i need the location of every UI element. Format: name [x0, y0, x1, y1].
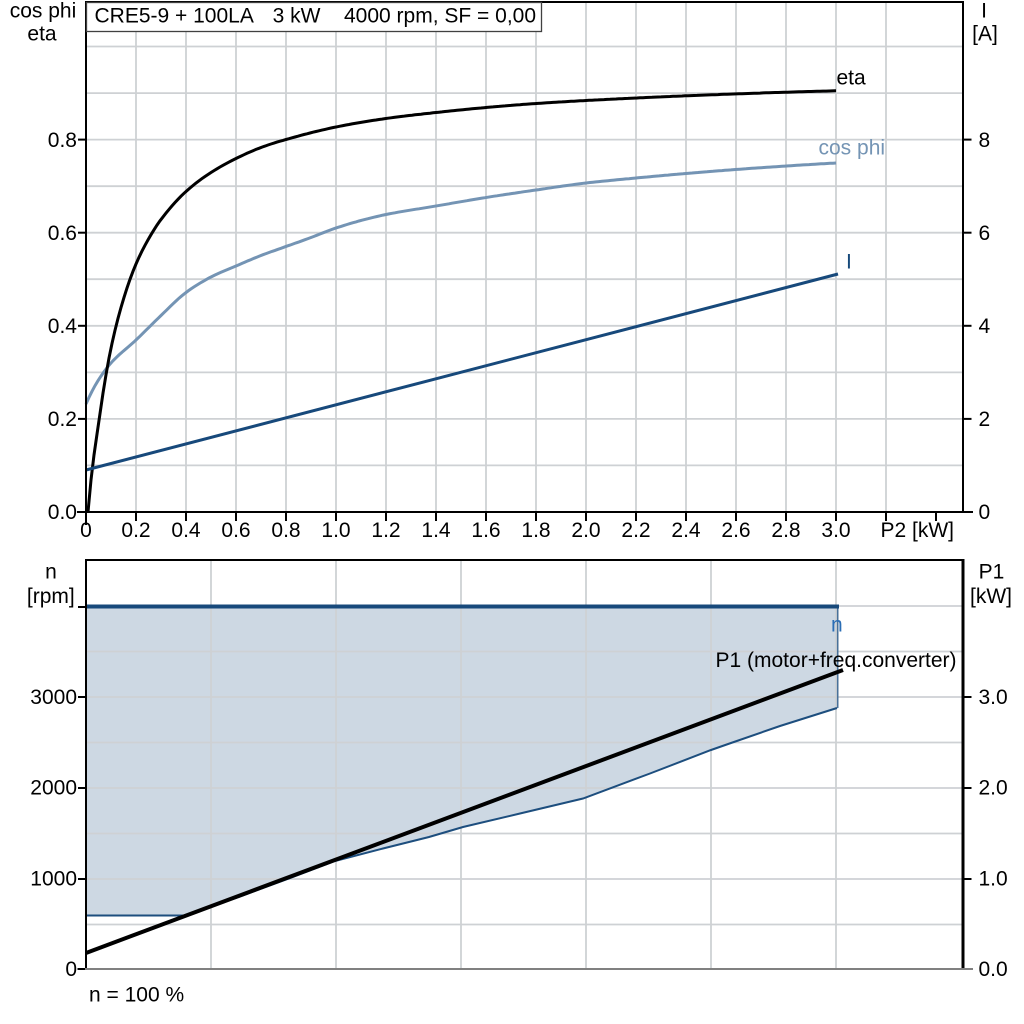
svg-text:I: I [981, 0, 987, 23]
svg-text:0.8: 0.8 [271, 519, 300, 542]
svg-text:1.0: 1.0 [979, 868, 1008, 891]
svg-text:n: n [45, 561, 57, 584]
svg-text:[rpm]: [rpm] [27, 585, 75, 608]
svg-text:P2 [kW]: P2 [kW] [881, 519, 955, 542]
svg-text:6: 6 [979, 222, 991, 245]
svg-text:P1 (motor+freq.converter): P1 (motor+freq.converter) [716, 649, 957, 672]
svg-text:2.0: 2.0 [571, 519, 600, 542]
svg-text:0.4: 0.4 [48, 315, 78, 338]
svg-text:n = 100 %: n = 100 % [89, 984, 184, 1007]
svg-text:8: 8 [979, 129, 991, 152]
svg-text:2.0: 2.0 [979, 777, 1008, 800]
svg-text:[kW]: [kW] [970, 585, 1012, 608]
svg-text:[A]: [A] [972, 23, 998, 46]
svg-text:3000: 3000 [30, 686, 77, 709]
svg-text:0: 0 [80, 519, 92, 542]
svg-text:1000: 1000 [30, 868, 77, 891]
svg-text:1.2: 1.2 [371, 519, 400, 542]
svg-text:0.0: 0.0 [979, 958, 1008, 981]
svg-text:3.0: 3.0 [821, 519, 850, 542]
svg-text:2.4: 2.4 [671, 519, 701, 542]
svg-text:P1: P1 [979, 561, 1005, 584]
svg-text:1.6: 1.6 [471, 519, 500, 542]
svg-text:2.8: 2.8 [771, 519, 800, 542]
svg-text:0.2: 0.2 [121, 519, 150, 542]
svg-text:0.6: 0.6 [221, 519, 250, 542]
svg-text:0.6: 0.6 [48, 222, 77, 245]
svg-text:0.2: 0.2 [48, 408, 77, 431]
svg-text:0.0: 0.0 [48, 501, 77, 524]
svg-text:1.0: 1.0 [321, 519, 350, 542]
svg-text:cos phi: cos phi [10, 0, 77, 23]
svg-text:0.4: 0.4 [171, 519, 201, 542]
svg-text:2.6: 2.6 [721, 519, 750, 542]
svg-text:0.8: 0.8 [48, 129, 77, 152]
svg-text:0: 0 [65, 958, 77, 981]
svg-text:2.2: 2.2 [621, 519, 650, 542]
svg-text:I: I [846, 251, 852, 274]
svg-text:n: n [831, 614, 843, 637]
svg-text:1.4: 1.4 [421, 519, 451, 542]
svg-text:eta: eta [837, 67, 867, 90]
svg-text:4: 4 [979, 315, 991, 338]
svg-text:eta: eta [27, 23, 57, 46]
svg-text:1.8: 1.8 [521, 519, 550, 542]
svg-text:2000: 2000 [30, 777, 77, 800]
svg-text:0: 0 [979, 501, 991, 524]
svg-text:cos phi: cos phi [819, 137, 886, 160]
svg-text:3.0: 3.0 [979, 686, 1008, 709]
svg-text:2: 2 [979, 408, 991, 431]
